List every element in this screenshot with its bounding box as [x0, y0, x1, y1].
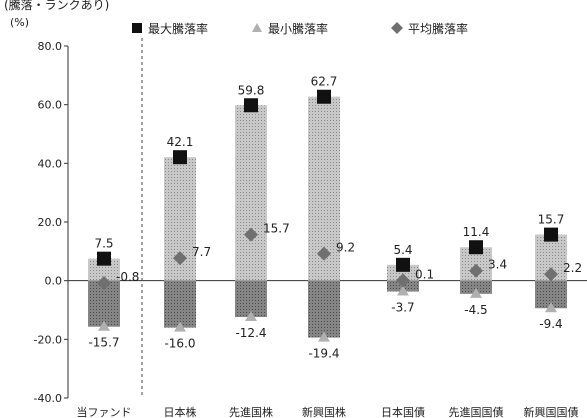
- legend: 最大騰落率 最小騰落率 平均騰落率: [132, 21, 468, 36]
- max-value-label: 5.4: [393, 243, 412, 257]
- min-value-label: -9.4: [539, 317, 562, 331]
- min-marker: [318, 331, 330, 342]
- markers: [97, 89, 558, 342]
- x-tick-label: 新興国株: [302, 405, 346, 418]
- avg-value-label: 7.7: [192, 245, 211, 259]
- min-value-label: -12.4: [235, 326, 266, 340]
- x-tick-label: 日本株: [164, 405, 197, 418]
- avg-value-label: 9.2: [336, 241, 355, 255]
- x-tick-label: 新興国国債: [524, 405, 579, 418]
- max-value-label: 62.7: [311, 75, 338, 89]
- max-value-label: 7.5: [94, 237, 113, 251]
- bars: [88, 96, 567, 338]
- legend-label: 平均騰落率: [408, 21, 468, 36]
- min-marker: [245, 311, 257, 322]
- avg-marker: [469, 263, 483, 278]
- y-tick-label: 60.0: [38, 99, 63, 112]
- range-bar-negative: [460, 280, 492, 294]
- legend-label: 最小騰落率: [268, 21, 328, 36]
- avg-marker: [544, 267, 558, 282]
- max-marker: [396, 257, 410, 272]
- min-value-label: -15.7: [88, 336, 119, 350]
- min-marker: [470, 287, 482, 298]
- max-marker: [173, 150, 187, 165]
- avg-marker: [317, 246, 331, 261]
- max-value-label: 42.1: [167, 135, 194, 149]
- y-tick-label: -20.0: [34, 333, 62, 346]
- data-labels: 7.5 -15.7 -0.8 42.1 -16.0 7.7 59.8 -12.4 15.7 62.…: [88, 75, 582, 361]
- range-bar-positive: [88, 258, 120, 281]
- x-tick-label: 先進国株: [229, 405, 273, 418]
- x-tick-label: 日本国債: [381, 405, 425, 418]
- min-value-label: -4.5: [464, 303, 487, 317]
- max-marker: [244, 98, 258, 113]
- y-tick-label: -40.0: [34, 392, 62, 405]
- legend-label: 最大騰落率: [148, 21, 208, 36]
- max-marker: [544, 227, 558, 242]
- avg-value-label: 2.2: [563, 261, 582, 275]
- max-marker: [97, 251, 111, 266]
- y-tick-label: 80.0: [38, 40, 63, 53]
- avg-marker: [244, 227, 258, 242]
- avg-value-label: 0.1: [415, 267, 434, 281]
- max-marker: [317, 89, 331, 104]
- legend-square-icon: [132, 23, 142, 33]
- min-marker: [98, 320, 110, 331]
- avg-marker: [173, 251, 187, 266]
- min-value-label: -19.4: [308, 347, 339, 361]
- range-bar-positive: [387, 264, 419, 281]
- range-bar-negative: [308, 280, 340, 338]
- y-axis-unit: (%): [10, 16, 29, 29]
- max-value-label: 11.4: [463, 225, 490, 239]
- avg-value-label: 15.7: [263, 222, 290, 236]
- min-marker: [545, 302, 557, 313]
- y-tick-label: 40.0: [38, 157, 63, 170]
- range-bar-negative: [235, 280, 267, 318]
- avg-value-label: -0.8: [116, 270, 139, 284]
- axes: 80.0 60.0 40.0 20.0 0.0 -20.0 -40.0 当ファンド 日本株 先進国…: [34, 38, 587, 418]
- min-marker: [397, 285, 409, 296]
- range-bar-negative: [164, 280, 196, 328]
- max-value-label: 59.8: [238, 83, 265, 97]
- y-tick-label: 20.0: [38, 216, 63, 229]
- x-tick-label: 先進国国債: [449, 405, 504, 418]
- min-value-label: -3.7: [391, 301, 414, 315]
- x-tick-label: 当ファンド: [77, 405, 132, 418]
- max-marker: [469, 240, 483, 255]
- avg-marker: [97, 276, 111, 291]
- header-note: (騰落・ランクあり): [4, 0, 109, 12]
- range-bar-positive: [235, 105, 267, 281]
- avg-value-label: 3.4: [488, 258, 507, 272]
- legend-diamond-icon: [391, 22, 403, 34]
- min-value-label: -16.0: [164, 337, 195, 351]
- min-marker: [174, 321, 186, 332]
- max-value-label: 15.7: [538, 213, 565, 227]
- y-tick-label: 0.0: [45, 275, 63, 288]
- avg-marker: [396, 273, 410, 288]
- legend-triangle-icon: [252, 23, 262, 32]
